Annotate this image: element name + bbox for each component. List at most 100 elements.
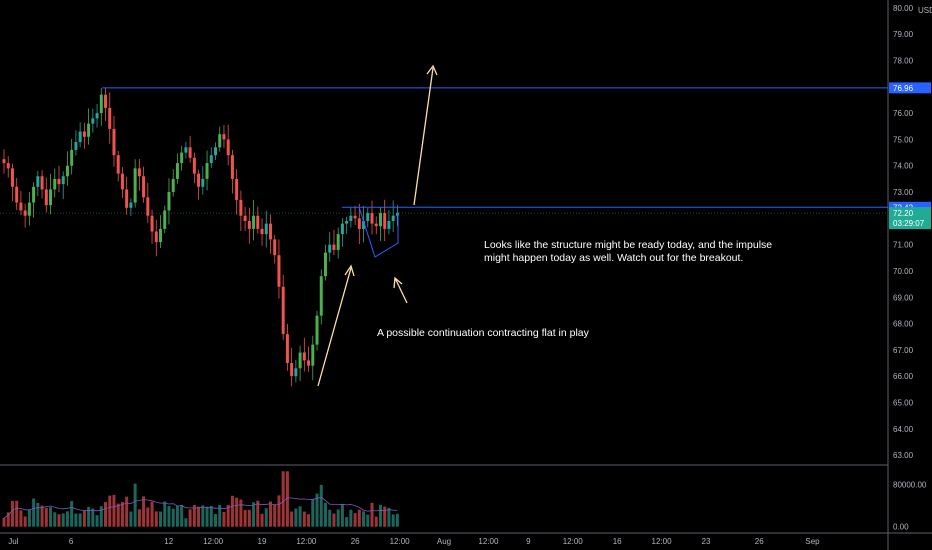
level-badge-text: 76.96 (893, 84, 914, 93)
volume-bar (281, 471, 285, 527)
volume-bar (362, 511, 366, 527)
volume-bar (23, 516, 27, 527)
price-tick: 75.00 (893, 135, 914, 144)
volume-bar (226, 504, 230, 527)
volume-bar (328, 509, 332, 527)
candle-body (150, 215, 154, 232)
level-badge-76.96 (889, 82, 931, 94)
candle-body (175, 163, 179, 179)
arrow-flat-pointer (394, 277, 408, 304)
volume-bar (44, 507, 48, 527)
time-tick: 9 (526, 537, 531, 546)
volume-bar (2, 517, 6, 527)
time-tick: 12:00 (203, 537, 224, 546)
volume-bar (285, 471, 289, 527)
time-tick: 16 (613, 537, 622, 546)
volume-bar (311, 498, 315, 527)
volume-bar (319, 484, 323, 527)
time-tick: Jul (8, 537, 18, 546)
candle-body (61, 176, 65, 185)
candle-body (44, 189, 48, 206)
volume-bar (391, 514, 395, 527)
time-tick: Sep (805, 537, 820, 546)
candle-body (65, 165, 69, 177)
volume-bar (192, 505, 196, 527)
volume-tick: 0.00 (893, 523, 909, 532)
candle-body (311, 344, 315, 366)
candle-body (336, 234, 340, 250)
volume-bar (357, 509, 361, 527)
volume-bar (264, 508, 268, 527)
volume-bar (159, 511, 163, 527)
candle-body (87, 123, 91, 137)
volume-bar (366, 514, 370, 527)
candle-body (159, 228, 163, 243)
candle-body (357, 218, 361, 229)
volume-bar (374, 516, 378, 527)
candle-body (133, 168, 137, 203)
price-tick: 68.00 (893, 320, 914, 329)
candle-body (40, 176, 44, 190)
candle-body (82, 131, 86, 137)
candle-body (6, 163, 10, 169)
annotation-breakout: Looks like the structure might be ready … (484, 239, 772, 264)
candle-body (378, 213, 382, 227)
candle-body (239, 199, 243, 216)
candle-body (23, 210, 27, 216)
candle-body (345, 220, 349, 224)
candle-body (366, 213, 370, 221)
volume-bar (395, 513, 399, 527)
candle-body (104, 94, 108, 108)
candle-body (129, 202, 133, 208)
candle-body (184, 147, 188, 153)
volume-bar (74, 513, 78, 527)
price-tick: 78.00 (893, 57, 914, 66)
volume-bar (323, 502, 327, 527)
candle-body (49, 189, 53, 206)
volume-bar (129, 511, 133, 527)
candle-body (302, 352, 306, 361)
volume-bar (378, 504, 382, 527)
volume-bar (214, 513, 217, 527)
volume-bar (6, 512, 10, 527)
candle-body (323, 252, 327, 277)
candle-body (78, 131, 82, 143)
candle-body (281, 286, 285, 335)
candle-body (387, 220, 391, 229)
volume-bar (91, 508, 95, 527)
volume-tick: 80000.00 (893, 480, 927, 489)
candle-body (362, 220, 366, 229)
candle-body (214, 147, 217, 156)
time-tick: 12:00 (563, 537, 584, 546)
axes[interactable]: 80.0079.0078.0077.0076.0075.0074.0073.00… (8, 4, 932, 546)
price-tick: 74.00 (893, 162, 914, 171)
candle-body (391, 215, 395, 221)
candle-body (285, 334, 289, 364)
volume-bar (277, 495, 281, 527)
volume-bar (104, 501, 108, 527)
volume-bar (345, 517, 349, 527)
candle-body (36, 176, 40, 187)
candle-body (328, 244, 332, 253)
candle-body (235, 178, 239, 200)
price-tick: 67.00 (893, 346, 914, 355)
volume-bar (27, 509, 31, 527)
volume-bar (218, 504, 222, 527)
price-tick: 66.00 (893, 372, 914, 381)
candle-body (27, 202, 31, 216)
arrow-rally (317, 267, 352, 387)
candle-body (142, 176, 146, 198)
last-price-badge (889, 207, 931, 230)
volume-bar (70, 501, 74, 527)
volume-bar (82, 510, 86, 527)
candle-body (19, 202, 23, 211)
volume-bar (290, 511, 294, 527)
price-tick: 64.00 (893, 425, 914, 434)
candle-body (57, 178, 61, 185)
candle-body (395, 213, 399, 216)
volume-bar (65, 511, 69, 527)
time-tick: 12 (164, 537, 173, 546)
candle-body (332, 244, 336, 250)
candle-body (125, 189, 129, 208)
